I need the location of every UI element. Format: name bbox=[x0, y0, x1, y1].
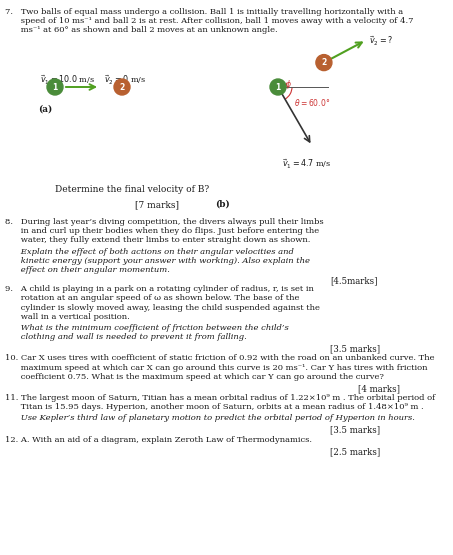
Text: 12. A. With an aid of a diagram, explain Zeroth Law of Thermodynamics.: 12. A. With an aid of a diagram, explain… bbox=[5, 436, 312, 443]
Circle shape bbox=[316, 54, 332, 70]
Text: coefficient 0.75. What is the maximum speed at which car Y can go around the cur: coefficient 0.75. What is the maximum sp… bbox=[5, 373, 384, 381]
Text: maximum speed at which car X can go around this curve is 20 ms⁻¹. Car Y has tire: maximum speed at which car X can go arou… bbox=[5, 364, 428, 372]
Text: $\vec{v}_1 = 10.0$ m/s: $\vec{v}_1 = 10.0$ m/s bbox=[40, 74, 95, 87]
Text: 2: 2 bbox=[120, 83, 125, 92]
Text: 8.   During last year’s diving competition, the divers always pull their limbs: 8. During last year’s diving competition… bbox=[5, 218, 323, 226]
Circle shape bbox=[47, 79, 63, 95]
Text: 2: 2 bbox=[321, 58, 327, 67]
Text: 1: 1 bbox=[53, 83, 58, 92]
Text: 9.   A child is playing in a park on a rotating cylinder of radius, r, is set in: 9. A child is playing in a park on a rot… bbox=[5, 285, 314, 293]
Text: rotation at an angular speed of ω as shown below. The base of the: rotation at an angular speed of ω as sho… bbox=[5, 294, 299, 302]
Text: cylinder is slowly moved away, leasing the child suspended against the: cylinder is slowly moved away, leasing t… bbox=[5, 304, 320, 311]
Text: clothing and wall is needed to prevent it from falling.: clothing and wall is needed to prevent i… bbox=[5, 333, 247, 341]
Text: [2.5 marks]: [2.5 marks] bbox=[330, 447, 380, 456]
Text: speed of 10 ms⁻¹ and ball 2 is at rest. After collision, ball 1 moves away with : speed of 10 ms⁻¹ and ball 2 is at rest. … bbox=[5, 17, 414, 25]
Text: Determine the final velocity of B?: Determine the final velocity of B? bbox=[55, 185, 209, 194]
Text: water, they fully extend their limbs to enter straight down as shown.: water, they fully extend their limbs to … bbox=[5, 236, 310, 244]
Text: wall in a vertical position.: wall in a vertical position. bbox=[5, 313, 130, 321]
Text: $\theta = 60.0°$: $\theta = 60.0°$ bbox=[294, 97, 330, 108]
Text: ms⁻¹ at 60° as shown and ball 2 moves at an unknown angle.: ms⁻¹ at 60° as shown and ball 2 moves at… bbox=[5, 26, 278, 34]
Text: 1: 1 bbox=[275, 83, 280, 92]
Text: effect on their angular momentum.: effect on their angular momentum. bbox=[5, 266, 170, 274]
Text: [3.5 marks]: [3.5 marks] bbox=[330, 426, 380, 435]
Text: [4.5marks]: [4.5marks] bbox=[330, 276, 377, 285]
Text: (b): (b) bbox=[215, 200, 230, 209]
Text: What is the minimum coefficient of friction between the child’s: What is the minimum coefficient of frict… bbox=[5, 324, 289, 332]
Text: $\phi$: $\phi$ bbox=[285, 78, 292, 91]
Circle shape bbox=[114, 79, 130, 95]
Text: 7.   Two balls of equal mass undergo a collision. Ball 1 is initially travelling: 7. Two balls of equal mass undergo a col… bbox=[5, 8, 403, 16]
Text: [7 marks]: [7 marks] bbox=[135, 200, 179, 209]
Text: $\vec{v}_2 = 0$ m/s: $\vec{v}_2 = 0$ m/s bbox=[104, 74, 146, 87]
Text: $\vec{v}_2 = ?$: $\vec{v}_2 = ?$ bbox=[369, 35, 393, 48]
Text: [3.5 marks]: [3.5 marks] bbox=[330, 345, 380, 354]
Text: [4 marks]: [4 marks] bbox=[358, 384, 400, 393]
Text: 10. Car X uses tires with coefficient of static friction of 0.92 with the road o: 10. Car X uses tires with coefficient of… bbox=[5, 355, 434, 362]
Text: $\vec{v}_1 = 4.7$ m/s: $\vec{v}_1 = 4.7$ m/s bbox=[282, 158, 331, 171]
Text: 11. The largest moon of Saturn, Titian has a mean orbital radius of 1.22×10⁹ m .: 11. The largest moon of Saturn, Titian h… bbox=[5, 394, 435, 402]
Circle shape bbox=[270, 79, 286, 95]
Text: kinetic energy (support your answer with working). Also explain the: kinetic energy (support your answer with… bbox=[5, 257, 310, 265]
Text: Explain the effect of both actions on their angular velocities and: Explain the effect of both actions on th… bbox=[5, 248, 294, 256]
Text: Titan is 15.95 days. Hyperion, another moon of Saturn, orbits at a mean radius o: Titan is 15.95 days. Hyperion, another m… bbox=[5, 403, 424, 411]
Text: Use Kepler’s third law of planetary motion to predict the orbital period of Hype: Use Kepler’s third law of planetary moti… bbox=[5, 415, 415, 422]
Text: (a): (a) bbox=[38, 105, 52, 114]
Text: in and curl up their bodies when they do flips. Just before entering the: in and curl up their bodies when they do… bbox=[5, 227, 319, 235]
